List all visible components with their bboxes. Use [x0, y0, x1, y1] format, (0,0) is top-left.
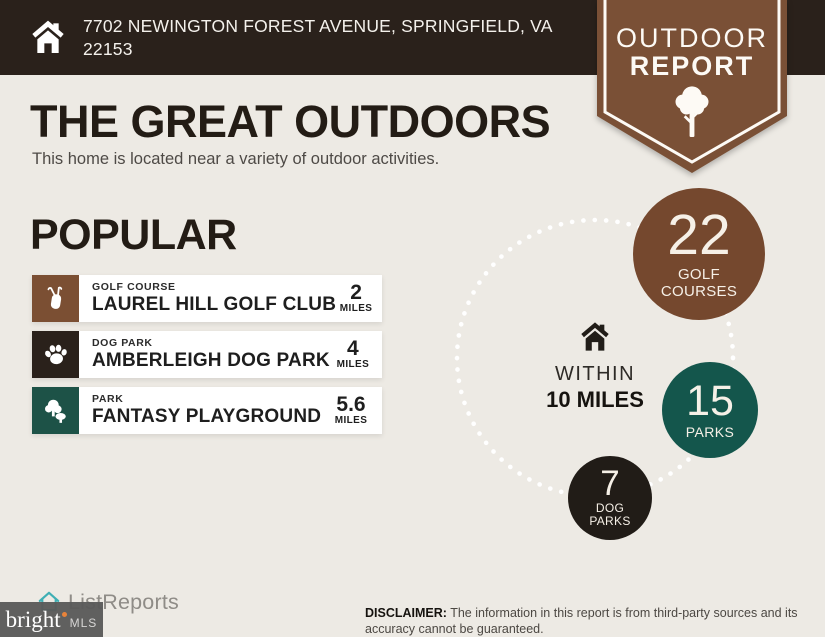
stat-circle-golf-courses: 22 GOLF COURSES [633, 188, 765, 320]
page-title: THE GREAT OUTDOORS [30, 96, 551, 147]
section-heading-popular: POPULAR [30, 211, 237, 259]
item-distance: 2 [350, 281, 362, 304]
item-name: LAUREL HILL GOLF CLUB [92, 294, 337, 315]
brightmls-watermark: bright MLS [0, 602, 103, 637]
item-name: AMBERLEIGH DOG PARK [92, 350, 330, 371]
tree-icon [675, 86, 709, 137]
radius-center-label: WITHIN 10 MILES [525, 320, 665, 413]
stat-label: DOG PARKS [589, 500, 631, 528]
home-icon [32, 20, 64, 53]
item-distance-unit: MILES [339, 303, 373, 314]
golf-bag-icon [32, 275, 79, 322]
item-distance-unit: MILES [334, 415, 368, 426]
stat-value: 22 [667, 202, 731, 267]
item-distance-unit: MILES [336, 359, 370, 370]
disclaimer: DISCLAIMER: The information in this repo… [365, 589, 817, 637]
badge-title-line1: OUTDOOR [616, 23, 768, 53]
item-distance: 4 [347, 337, 359, 360]
popular-list: GOLF COURSE LAUREL HILL GOLF CLUB 2 MILE… [32, 275, 382, 434]
stat-value: 15 [686, 376, 734, 425]
mls-label: MLS [69, 616, 98, 630]
stat-circle-dog-parks: 7 DOG PARKS [568, 456, 652, 540]
page-subtitle: This home is located near a variety of o… [32, 150, 440, 168]
within-distance: 10 MILES [546, 387, 644, 412]
outdoor-report-badge: OUTDOOR REPORT [597, 0, 787, 178]
property-address: 7702 NEWINGTON FOREST AVENUE, SPRINGFIEL… [83, 15, 553, 59]
bright-trademark-icon [61, 611, 67, 617]
stat-label: PARKS [685, 423, 735, 440]
list-item-golf-course: GOLF COURSE LAUREL HILL GOLF CLUB 2 MILE… [32, 275, 382, 322]
disclaimer-text: The information in this report is from t… [365, 606, 798, 636]
badge-title-line2: REPORT [629, 51, 755, 81]
item-category: DOG PARK [92, 337, 153, 349]
home-icon [581, 322, 609, 351]
stat-value: 7 [600, 463, 620, 503]
paw-icon [32, 331, 79, 378]
stat-label: GOLF COURSES [660, 265, 738, 300]
list-item-park: PARK FANTASY PLAYGROUND 5.6 MILES [32, 387, 382, 434]
item-category: GOLF COURSE [92, 281, 176, 293]
disclaimer-label: DISCLAIMER: [365, 606, 447, 620]
item-name: FANTASY PLAYGROUND [92, 406, 322, 427]
bright-wordmark: bright [5, 606, 61, 632]
stat-circle-parks: 15 PARKS [662, 362, 758, 458]
list-item-dog-park: DOG PARK AMBERLEIGH DOG PARK 4 MILES [32, 331, 382, 378]
item-distance: 5.6 [336, 393, 366, 416]
park-trees-icon [32, 387, 79, 434]
within-label: WITHIN [554, 363, 636, 385]
item-category: PARK [92, 393, 124, 405]
